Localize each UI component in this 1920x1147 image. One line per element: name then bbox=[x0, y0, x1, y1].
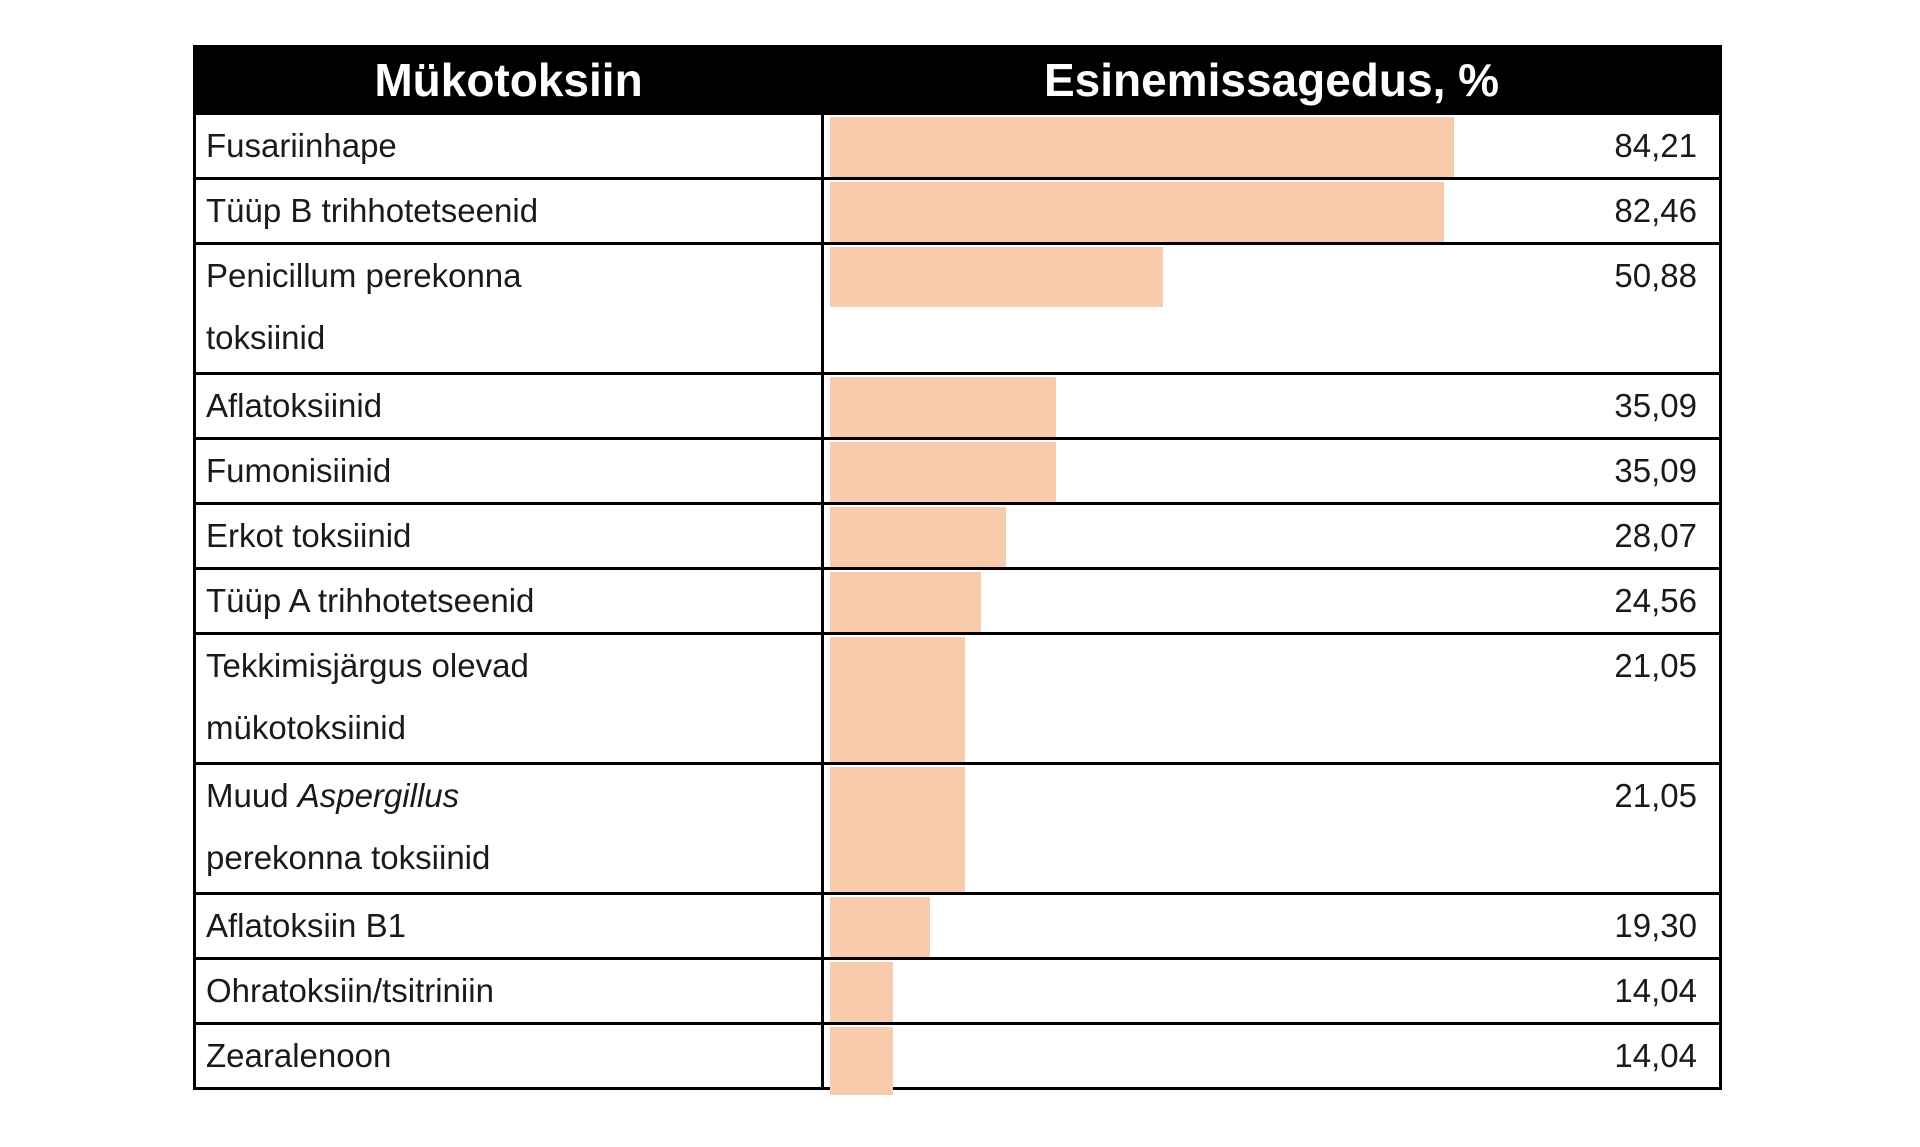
frequency-value: 24,56 bbox=[1614, 582, 1697, 619]
table-row: Muud Aspergillus perekonna toksiinid 21,05 bbox=[196, 762, 1719, 892]
frequency-data-bar bbox=[830, 572, 982, 632]
frequency-cell: 35,09 bbox=[821, 440, 1719, 502]
frequency-cell: 21,05 bbox=[821, 765, 1719, 892]
mycotoxin-name-cell: Tüüp A trihhotetseenid bbox=[196, 570, 821, 632]
table-body: Fusariinhape 84,21 Tüüp B trihhotetseenid 8… bbox=[196, 112, 1719, 1095]
frequency-value: 21,05 bbox=[1614, 647, 1697, 684]
mycotoxin-name-cell: Aflatoksiin B1 bbox=[196, 895, 821, 957]
mycotoxin-name-cell: Aflatoksiinid bbox=[196, 375, 821, 437]
mycotoxin-name-segment: Tüüp B trihhotetseenid bbox=[206, 192, 539, 229]
mycotoxin-name-segment: Aflatoksiinid bbox=[206, 387, 383, 424]
frequency-value: 14,04 bbox=[1614, 1037, 1697, 1074]
table-header-row: Mükotoksiin Esinemissagedus, % bbox=[196, 48, 1719, 112]
mycotoxin-name-segment: Fumonisiinid bbox=[206, 452, 392, 489]
frequency-cell: 19,30 bbox=[821, 895, 1719, 957]
frequency-cell: 14,04 bbox=[821, 1025, 1719, 1095]
mycotoxin-name-cell: Tekkimisjärgus olevad mükotoksiinid bbox=[196, 635, 821, 762]
mycotoxin-frequency-table: Mükotoksiin Esinemissagedus, % Fusariinh… bbox=[193, 45, 1722, 1095]
frequency-cell: 24,56 bbox=[821, 570, 1719, 632]
mycotoxin-name-segment: Aflatoksiin B1 bbox=[206, 907, 406, 944]
frequency-value: 84,21 bbox=[1614, 127, 1697, 164]
frequency-cell: 14,04 bbox=[821, 960, 1719, 1022]
frequency-data-bar bbox=[830, 637, 966, 762]
frequency-cell: 84,21 bbox=[821, 115, 1719, 177]
frequency-cell: 50,88 bbox=[821, 245, 1719, 372]
frequency-value: 50,88 bbox=[1614, 257, 1697, 294]
table-row: Tüüp B trihhotetseenid 82,46 bbox=[196, 177, 1719, 242]
frequency-data-bar bbox=[830, 507, 1007, 567]
table-row: Ohratoksiin/tsitriniin 14,04 bbox=[196, 957, 1719, 1022]
table-row: Fusariinhape 84,21 bbox=[196, 112, 1719, 177]
mycotoxin-name-cell: Penicillum perekonna toksiinid bbox=[196, 245, 821, 372]
mycotoxin-name-segment: Penicillum perekonna bbox=[206, 257, 522, 294]
frequency-value: 14,04 bbox=[1614, 972, 1697, 1009]
mycotoxin-name-italic-segment: Aspergillus bbox=[297, 777, 460, 814]
frequency-value: 19,30 bbox=[1614, 907, 1697, 944]
mycotoxin-name-segment: Tüüp A trihhotetseenid bbox=[206, 582, 535, 619]
table-row: Tekkimisjärgus olevad mükotoksiinid 21,05 bbox=[196, 632, 1719, 762]
table-row: Penicillum perekonna toksiinid 50,88 bbox=[196, 242, 1719, 372]
mycotoxin-name-cell: Muud Aspergillus perekonna toksiinid bbox=[196, 765, 821, 892]
frequency-cell: 82,46 bbox=[821, 180, 1719, 242]
mycotoxin-name-segment: Zearalenoon bbox=[206, 1037, 392, 1074]
frequency-data-bar bbox=[830, 247, 1163, 307]
mycotoxin-name-cell: Fumonisiinid bbox=[196, 440, 821, 502]
mycotoxin-name-segment: toksiinid bbox=[206, 319, 326, 356]
table-row: Zearalenoon 14,04 bbox=[196, 1022, 1719, 1095]
table-row: Aflatoksiin B1 19,30 bbox=[196, 892, 1719, 957]
column-header-frequency: Esinemissagedus, % bbox=[821, 48, 1719, 112]
mycotoxin-name-segment: perekonna toksiinid bbox=[206, 839, 491, 876]
frequency-value: 35,09 bbox=[1614, 452, 1697, 489]
mycotoxin-name-segment: mükotoksiinid bbox=[206, 709, 406, 746]
frequency-data-bar bbox=[830, 897, 931, 957]
column-header-mycotoxin: Mükotoksiin bbox=[374, 54, 643, 106]
mycotoxin-name-segment: Tekkimisjärgus olevad bbox=[206, 647, 529, 684]
mycotoxin-name-cell: Zearalenoon bbox=[196, 1025, 821, 1087]
frequency-data-bar bbox=[830, 1027, 893, 1095]
mycotoxin-name-segment: Ohratoksiin/tsitriniin bbox=[206, 972, 494, 1009]
frequency-value: 82,46 bbox=[1614, 192, 1697, 229]
frequency-value: 28,07 bbox=[1614, 517, 1697, 554]
frequency-data-bar bbox=[830, 962, 893, 1022]
table-row: Tüüp A trihhotetseenid 24,56 bbox=[196, 567, 1719, 632]
frequency-data-bar bbox=[830, 182, 1444, 242]
table-row: Fumonisiinid 35,09 bbox=[196, 437, 1719, 502]
frequency-cell: 28,07 bbox=[821, 505, 1719, 567]
mycotoxin-name-segment: Erkot toksiinid bbox=[206, 517, 412, 554]
frequency-data-bar bbox=[830, 117, 1454, 177]
table-row: Aflatoksiinid 35,09 bbox=[196, 372, 1719, 437]
mycotoxin-name-cell: Tüüp B trihhotetseenid bbox=[196, 180, 821, 242]
frequency-data-bar bbox=[830, 377, 1057, 437]
mycotoxin-name-segment: Muud bbox=[206, 777, 298, 814]
mycotoxin-name-cell: Erkot toksiinid bbox=[196, 505, 821, 567]
frequency-cell: 35,09 bbox=[821, 375, 1719, 437]
mycotoxin-name-cell: Fusariinhape bbox=[196, 115, 821, 177]
frequency-cell: 21,05 bbox=[821, 635, 1719, 762]
frequency-data-bar bbox=[830, 767, 966, 892]
mycotoxin-name-cell: Ohratoksiin/tsitriniin bbox=[196, 960, 821, 1022]
table-row: Erkot toksiinid 28,07 bbox=[196, 502, 1719, 567]
frequency-value: 35,09 bbox=[1614, 387, 1697, 424]
mycotoxin-name-segment: Fusariinhape bbox=[206, 127, 397, 164]
frequency-data-bar bbox=[830, 442, 1057, 502]
frequency-value: 21,05 bbox=[1614, 777, 1697, 814]
